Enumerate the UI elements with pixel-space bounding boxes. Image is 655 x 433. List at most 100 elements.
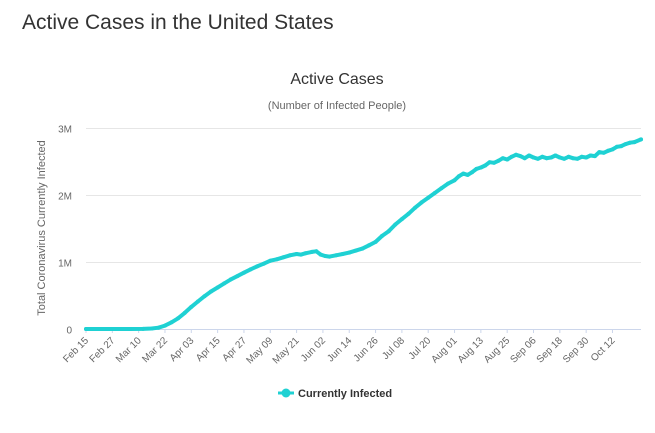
data-point[interactable] xyxy=(505,157,510,162)
data-point[interactable] xyxy=(579,154,584,159)
data-point[interactable] xyxy=(478,165,483,170)
data-point[interactable] xyxy=(268,258,273,263)
data-point[interactable] xyxy=(399,217,404,222)
data-point[interactable] xyxy=(592,154,597,159)
data-point[interactable] xyxy=(182,310,187,315)
y-tick-label: 2M xyxy=(58,192,72,203)
data-point[interactable] xyxy=(281,255,286,260)
data-point[interactable] xyxy=(535,156,540,161)
data-point[interactable] xyxy=(456,174,461,179)
data-point[interactable] xyxy=(323,254,328,258)
data-point[interactable] xyxy=(518,154,523,159)
data-point[interactable] xyxy=(288,253,292,258)
data-point[interactable] xyxy=(461,171,466,176)
data-point[interactable] xyxy=(215,285,220,290)
data-point[interactable] xyxy=(566,154,571,159)
data-point[interactable] xyxy=(189,304,194,309)
data-point[interactable] xyxy=(557,155,562,160)
data-point[interactable] xyxy=(509,154,514,159)
data-point[interactable] xyxy=(628,140,632,145)
data-point[interactable] xyxy=(327,254,332,259)
data-point[interactable] xyxy=(141,326,145,331)
data-point[interactable] xyxy=(540,154,545,159)
data-point[interactable] xyxy=(299,252,303,257)
data-point[interactable] xyxy=(195,299,200,304)
data-point[interactable] xyxy=(413,205,418,210)
data-point[interactable] xyxy=(255,264,260,269)
data-point[interactable] xyxy=(553,153,558,158)
data-point[interactable] xyxy=(632,140,637,145)
data-point[interactable] xyxy=(639,137,643,142)
data-point[interactable] xyxy=(571,156,575,161)
data-point[interactable] xyxy=(549,155,554,160)
data-point[interactable] xyxy=(105,327,110,331)
data-point[interactable] xyxy=(483,163,488,168)
data-point[interactable] xyxy=(127,327,132,331)
data-point[interactable] xyxy=(419,200,424,205)
data-point[interactable] xyxy=(452,178,457,183)
data-point[interactable] xyxy=(241,270,246,275)
data-point[interactable] xyxy=(84,327,88,331)
legend[interactable]: Currently Infected xyxy=(278,388,392,400)
data-point[interactable] xyxy=(597,150,602,155)
data-point[interactable] xyxy=(235,274,240,279)
data-point[interactable] xyxy=(334,253,339,258)
data-point[interactable] xyxy=(347,250,352,255)
data-point[interactable] xyxy=(393,222,398,227)
data-point[interactable] xyxy=(386,229,391,234)
data-point[interactable] xyxy=(353,248,358,253)
data-point[interactable] xyxy=(544,156,549,161)
data-point[interactable] xyxy=(228,277,233,282)
data-point[interactable] xyxy=(562,156,567,161)
data-point[interactable] xyxy=(314,249,319,254)
data-point[interactable] xyxy=(439,186,444,191)
data-point[interactable] xyxy=(606,148,611,153)
data-point[interactable] xyxy=(575,156,580,161)
data-point[interactable] xyxy=(156,325,161,330)
data-point[interactable] xyxy=(588,153,593,158)
x-tick-label: May 21 xyxy=(271,335,302,366)
data-point[interactable] xyxy=(373,239,378,244)
data-point[interactable] xyxy=(465,172,470,177)
data-point[interactable] xyxy=(623,142,628,147)
data-point[interactable] xyxy=(367,243,371,248)
data-point[interactable] xyxy=(169,320,174,325)
data-point[interactable] xyxy=(492,160,496,165)
chart-title: Active Cases xyxy=(290,71,383,88)
data-point[interactable] xyxy=(309,249,314,254)
data-point[interactable] xyxy=(496,158,501,163)
data-point[interactable] xyxy=(619,144,624,149)
data-point[interactable] xyxy=(209,289,213,294)
data-point[interactable] xyxy=(601,150,606,155)
data-point[interactable] xyxy=(248,267,253,272)
data-point[interactable] xyxy=(527,153,532,158)
data-point[interactable] xyxy=(487,160,492,165)
data-point[interactable] xyxy=(163,323,167,328)
data-point[interactable] xyxy=(294,252,299,256)
data-point[interactable] xyxy=(500,156,505,161)
data-point[interactable] xyxy=(202,294,207,299)
data-point[interactable] xyxy=(470,170,475,175)
data-point[interactable] xyxy=(360,246,365,251)
data-point[interactable] xyxy=(584,155,589,160)
data-point[interactable] xyxy=(522,156,527,161)
data-point[interactable] xyxy=(318,252,323,257)
data-point[interactable] xyxy=(474,166,479,171)
data-point[interactable] xyxy=(303,251,308,256)
data-point[interactable] xyxy=(274,257,279,262)
data-point[interactable] xyxy=(531,155,536,160)
data-point[interactable] xyxy=(432,191,437,195)
data-point[interactable] xyxy=(514,152,518,157)
data-point[interactable] xyxy=(340,252,345,256)
data-point[interactable] xyxy=(149,326,154,331)
data-point[interactable] xyxy=(446,181,450,186)
data-point[interactable] xyxy=(610,147,615,152)
data-point[interactable] xyxy=(261,261,266,266)
data-point[interactable] xyxy=(222,281,227,286)
data-point[interactable] xyxy=(406,211,411,216)
data-point[interactable] xyxy=(380,233,385,238)
data-point[interactable] xyxy=(614,144,619,149)
data-point[interactable] xyxy=(426,195,431,200)
data-point[interactable] xyxy=(176,316,181,321)
series-line-currently-infected[interactable] xyxy=(84,137,643,331)
